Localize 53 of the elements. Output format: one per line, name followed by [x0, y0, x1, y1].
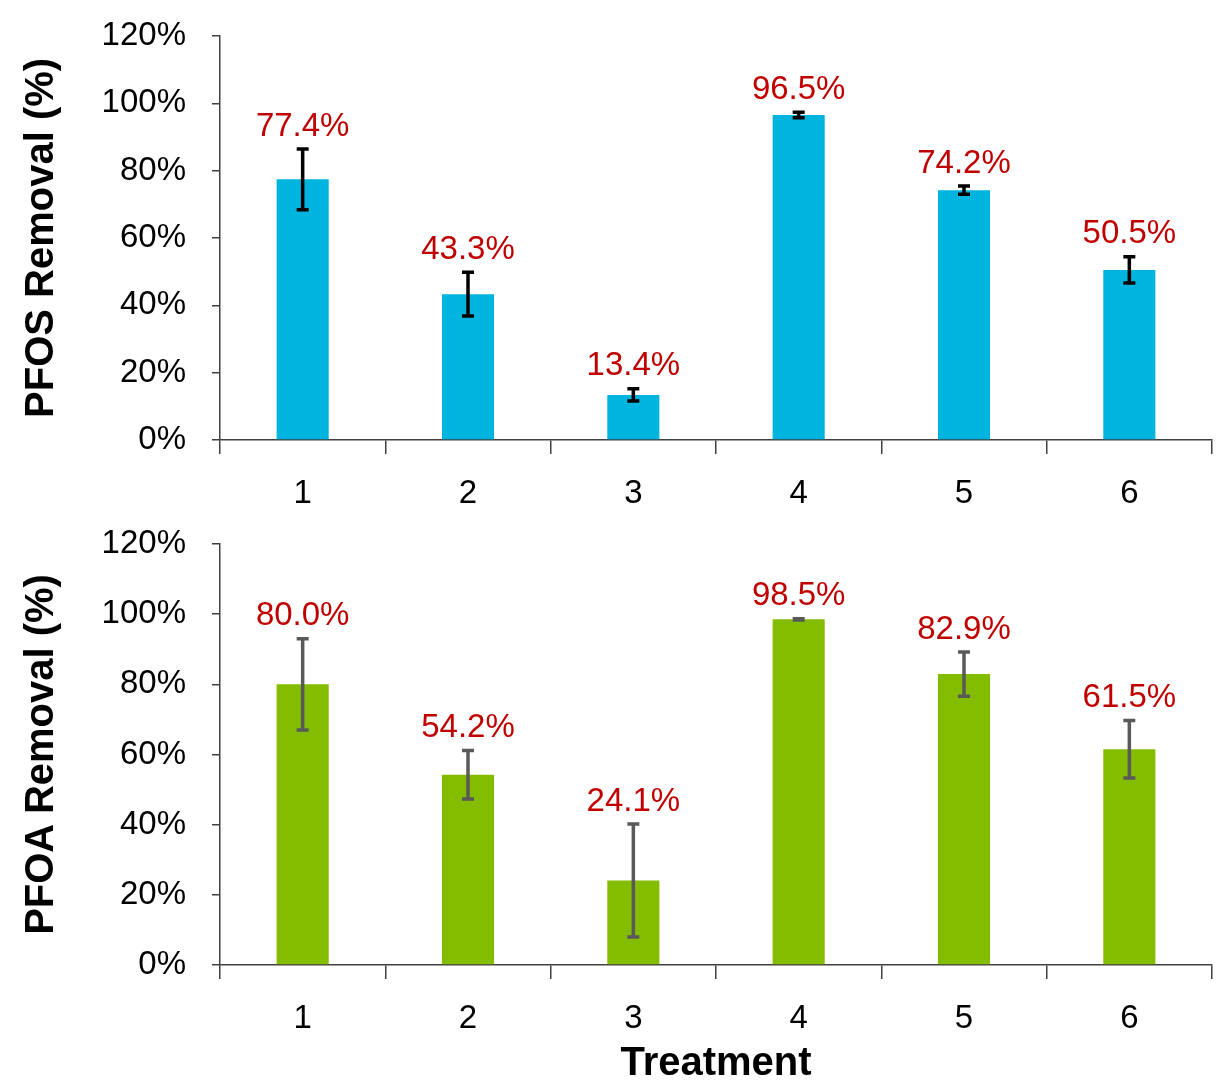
y-tick-label: 60% — [119, 217, 186, 255]
data-label: 13.4% — [586, 345, 681, 383]
data-label: 77.4% — [255, 105, 350, 143]
y-tick-label: 40% — [119, 803, 186, 841]
y-tick-label: 80% — [119, 663, 186, 701]
y-axis-title: PFOA Removal (%) — [17, 574, 62, 935]
x-tick-label: 1 — [293, 997, 312, 1035]
y-tick-label: 40% — [119, 284, 186, 322]
x-tick-label: 3 — [624, 997, 643, 1035]
y-tick-label: 0% — [138, 944, 186, 982]
data-label: 82.9% — [917, 608, 1011, 646]
y-tick-label: 80% — [119, 149, 186, 187]
x-tick-label: 5 — [954, 997, 974, 1035]
bar — [772, 619, 825, 965]
data-label: 98.5% — [751, 575, 846, 613]
y-tick-label: 20% — [119, 873, 186, 911]
bar — [441, 774, 495, 965]
data-label: 96.5% — [751, 68, 846, 106]
bar — [772, 115, 825, 440]
data-label: 80.0% — [255, 595, 350, 633]
y-tick-label: 20% — [119, 351, 186, 389]
x-tick-label: 6 — [1120, 997, 1139, 1035]
y-tick-label: 0% — [138, 419, 186, 457]
bar — [276, 684, 329, 965]
data-label: 54.2% — [421, 707, 515, 745]
y-tick-label: 100% — [101, 593, 186, 631]
bar — [607, 394, 660, 440]
bar — [1103, 269, 1156, 440]
y-tick-label: 120% — [101, 14, 186, 52]
x-tick-label: 2 — [458, 997, 478, 1035]
bar — [607, 880, 660, 965]
x-tick-label: 5 — [954, 472, 974, 510]
y-axis-title: PFOS Removal (%) — [17, 57, 62, 418]
x-tick-label: 4 — [789, 997, 808, 1035]
x-axis-title: Treatment — [620, 1039, 812, 1084]
x-tick-label: 6 — [1120, 472, 1139, 510]
data-label: 74.2% — [917, 142, 1011, 180]
data-label: 61.5% — [1082, 677, 1177, 714]
data-label: 50.5% — [1082, 213, 1177, 251]
bar — [937, 190, 991, 440]
y-tick-label: 120% — [101, 522, 186, 560]
x-tick-label: 2 — [458, 472, 478, 510]
bar — [441, 294, 495, 440]
y-tick-label: 60% — [119, 733, 186, 771]
x-tick-label: 1 — [293, 472, 312, 510]
y-tick-label: 100% — [101, 82, 186, 120]
x-tick-label: 3 — [624, 472, 643, 510]
bar — [937, 674, 991, 965]
data-label: 24.1% — [586, 780, 681, 818]
x-tick-label: 4 — [789, 472, 808, 510]
bar — [1103, 749, 1156, 965]
data-label: 43.3% — [421, 228, 515, 266]
bar — [276, 179, 329, 440]
